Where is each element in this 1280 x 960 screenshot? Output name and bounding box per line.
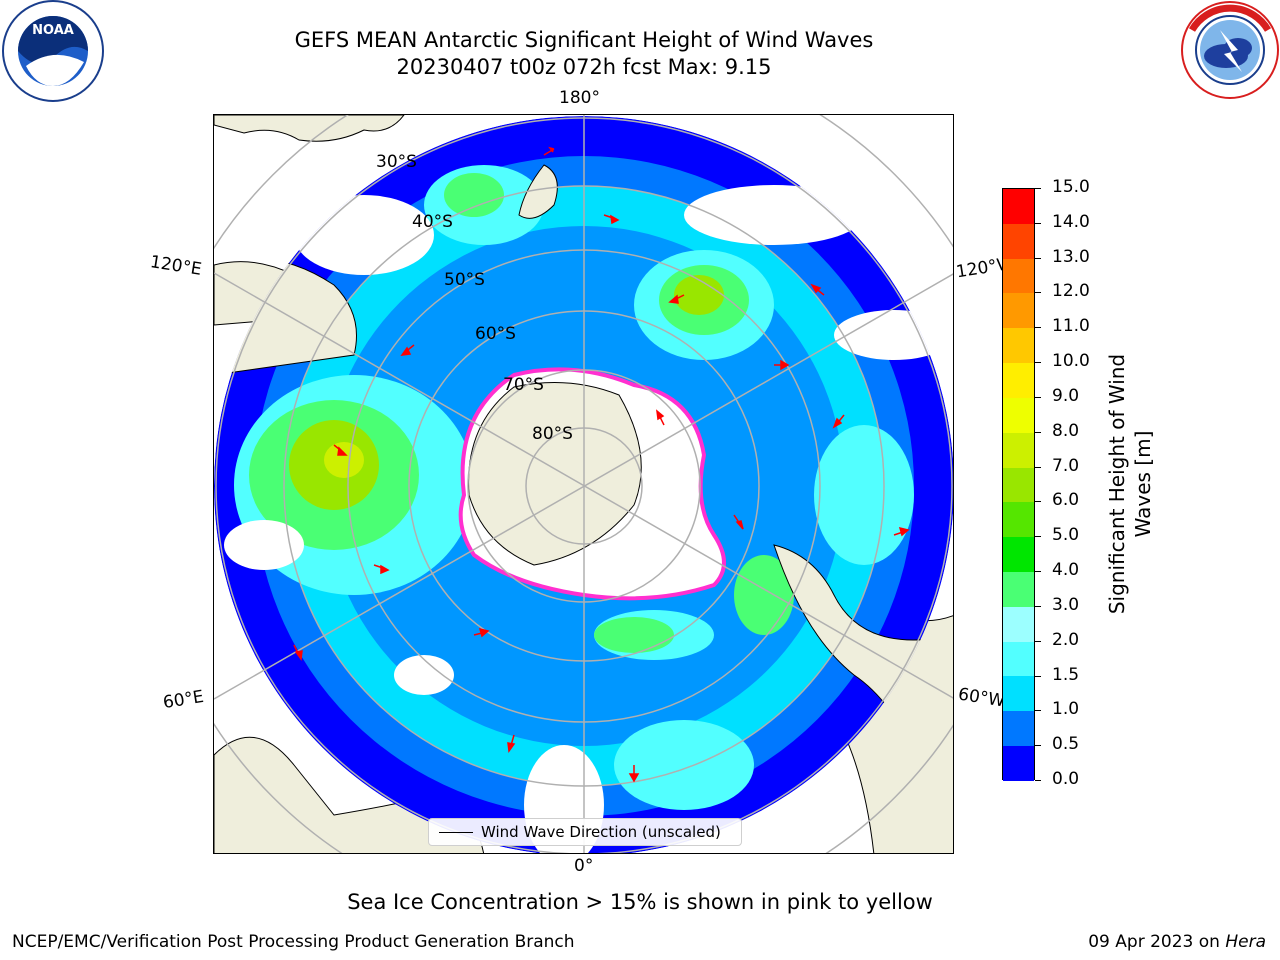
- footer-date: 09 Apr 2023 on Hera: [1088, 932, 1266, 952]
- colorbar-segment: [1003, 258, 1034, 294]
- colorbar-segment: [1003, 363, 1034, 398]
- legend-label: Wind Wave Direction (unscaled): [481, 823, 721, 841]
- colorbar-tick-label: 4.0: [1052, 560, 1080, 581]
- colorbar-tick-label: 3.0: [1052, 594, 1080, 615]
- colorbar-tick-mark: [1035, 327, 1041, 329]
- colorbar-tick-label: 12.0: [1052, 281, 1090, 302]
- colorbar-tick-label: 14.0: [1052, 211, 1090, 232]
- colorbar-tick-label: 15.0: [1052, 177, 1090, 197]
- title-line1: GEFS MEAN Antarctic Significant Height o…: [294, 28, 874, 52]
- sea-ice-caption: Sea Ice Concentration > 15% is shown in …: [347, 890, 933, 914]
- colorbar-tick-mark: [1035, 640, 1041, 642]
- meridian-label-60w: 60°W: [956, 684, 1007, 712]
- colorbar-tick-label: 8.0: [1052, 420, 1080, 441]
- colorbar-tick-mark: [1035, 188, 1041, 189]
- colorbar-tick-mark: [1035, 362, 1041, 364]
- colorbar-segment: [1003, 397, 1034, 433]
- title-line2: 20230407 t00z 072h fcst Max: 9.15: [396, 55, 772, 79]
- noaa-text: NOAA: [32, 23, 74, 38]
- colorbar-segment: [1003, 711, 1034, 746]
- colorbar-segment: [1003, 571, 1034, 607]
- map-legend: Wind Wave Direction (unscaled): [428, 818, 742, 846]
- colorbar-tick-mark: [1035, 501, 1041, 503]
- footer-host: Hera: [1225, 932, 1266, 952]
- colorbar-label: Significant Height of Wind Waves [m]: [1104, 354, 1156, 614]
- colorbar-label-line1: Significant Height of Wind: [1105, 353, 1129, 615]
- nws-logo: [1181, 1, 1279, 99]
- colorbar-tick-mark: [1035, 431, 1041, 433]
- colorbar-tick-mark: [1035, 257, 1041, 259]
- colorbar-segment: [1003, 676, 1034, 712]
- colorbar-segment: [1003, 432, 1034, 468]
- colorbar-tick-mark: [1035, 780, 1041, 781]
- colorbar-tick-label: 9.0: [1052, 385, 1080, 406]
- map-canvas: [214, 115, 953, 853]
- lat-label-50s: 50°S: [444, 270, 485, 290]
- colorbar-tick-label: 7.0: [1052, 455, 1080, 476]
- colorbar-segment: [1003, 537, 1034, 572]
- colorbar-tick-mark: [1035, 536, 1041, 538]
- meridian-label-60e: 60°E: [161, 686, 206, 714]
- colorbar-tick-mark: [1035, 292, 1041, 294]
- colorbar-tick-mark: [1035, 710, 1041, 712]
- lat-label-30s: 30°S: [376, 152, 417, 172]
- footer-credit: NCEP/EMC/Verification Post Processing Pr…: [12, 932, 575, 952]
- colorbar-tick-mark: [1035, 222, 1041, 224]
- lat-label-80s: 80°S: [532, 424, 573, 444]
- colorbar-tick-label: 5.0: [1052, 525, 1080, 546]
- noaa-logo: NOAA: [2, 0, 104, 102]
- polar-map: [213, 114, 954, 854]
- meridian-label-0: 0°: [574, 856, 594, 876]
- colorbar-tick-mark: [1035, 745, 1041, 747]
- colorbar: [1002, 188, 1035, 781]
- colorbar-segment: [1003, 746, 1034, 781]
- colorbar-segment: [1003, 293, 1034, 329]
- colorbar-tick-mark: [1035, 605, 1041, 607]
- colorbar-segment: [1003, 502, 1034, 538]
- colorbar-segment: [1003, 189, 1034, 224]
- colorbar-tick-label: 6.0: [1052, 490, 1080, 511]
- wind-arrows: [293, 146, 910, 783]
- colorbar-label-line2: Waves [m]: [1131, 430, 1155, 538]
- colorbar-tick-mark: [1035, 571, 1041, 573]
- footer-date-text: 09 Apr 2023 on: [1088, 932, 1226, 952]
- colorbar-segment: [1003, 641, 1034, 677]
- colorbar-tick-label: 2.0: [1052, 629, 1080, 650]
- colorbar-segment: [1003, 223, 1034, 259]
- lat-label-70s: 70°S: [503, 375, 544, 395]
- colorbar-tick-label: 0.5: [1052, 734, 1080, 755]
- colorbar-tick-label: 10.0: [1052, 351, 1090, 372]
- colorbar-tick-mark: [1035, 396, 1041, 398]
- meridian-label-120e: 120°E: [148, 252, 203, 280]
- meridian-label-180: 180°: [559, 88, 600, 108]
- lat-label-40s: 40°S: [412, 212, 453, 232]
- legend-line-swatch: [439, 831, 473, 833]
- lat-label-60s: 60°S: [475, 324, 516, 344]
- colorbar-tick-label: 0.0: [1052, 769, 1080, 789]
- colorbar-tick-mark: [1035, 466, 1041, 468]
- colorbar-tick-label: 1.0: [1052, 699, 1080, 720]
- colorbar-tick-label: 13.0: [1052, 246, 1090, 267]
- colorbar-tick-mark: [1035, 675, 1041, 677]
- colorbar-segment: [1003, 467, 1034, 503]
- colorbar-segment: [1003, 328, 1034, 364]
- colorbar-segment: [1003, 606, 1034, 642]
- colorbar-tick-label: 1.5: [1052, 664, 1080, 685]
- colorbar-tick-label: 11.0: [1052, 316, 1090, 337]
